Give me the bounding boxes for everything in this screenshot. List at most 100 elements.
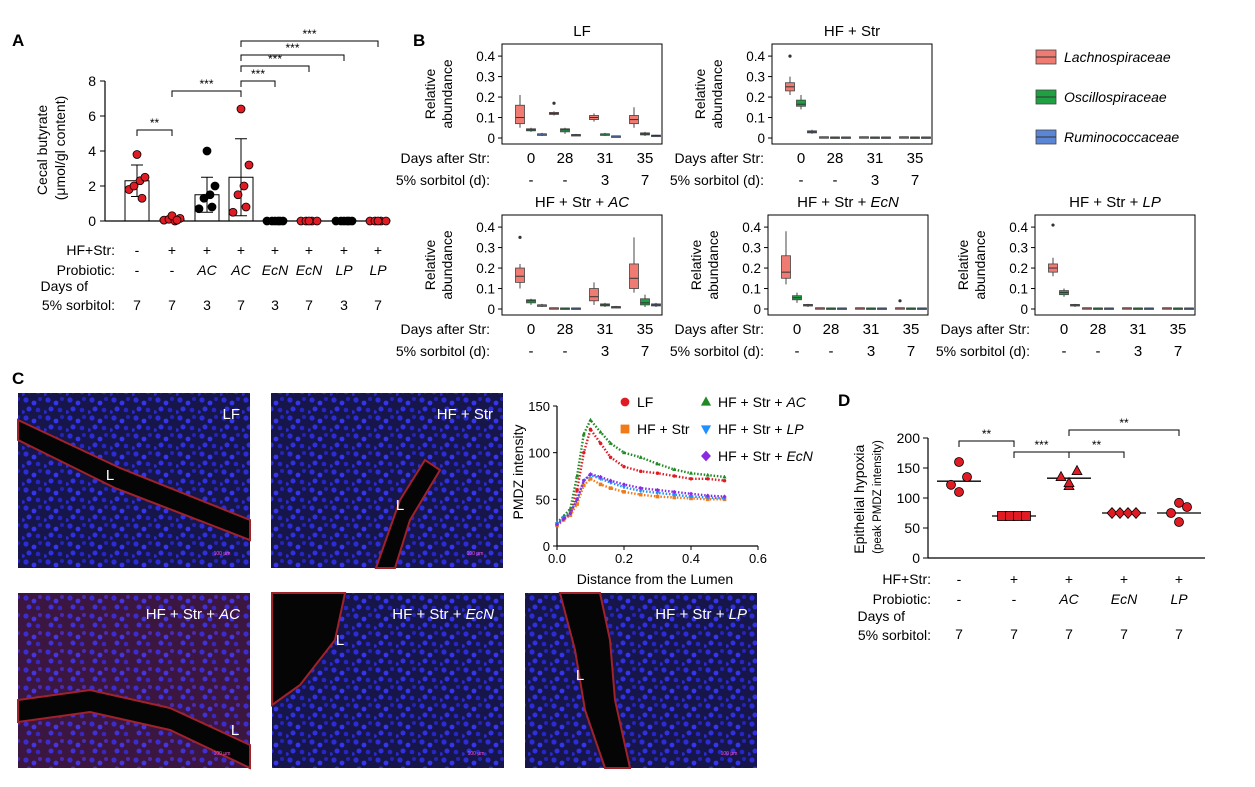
panel-a-data-point — [312, 216, 322, 226]
panel-b-subplot: LF 0 0.1 0.2 0.3 0.4 Relativeabundance Days aft… — [396, 23, 663, 189]
panel-a-significance-label: *** — [251, 67, 265, 81]
panel-a-hfstr-value: + — [168, 242, 176, 258]
panel-c-ylabel: PMDZ intensity — [510, 425, 526, 520]
panel-b-legend-label: Ruminococcaceae — [1064, 129, 1179, 145]
panel-a-days-value: 3 — [203, 297, 211, 313]
panel-b-row-label-sorbitol: 5% sorbitol (d): — [670, 172, 764, 188]
panel-c-legend-marker — [620, 424, 630, 434]
micrograph-tile: LF L 100 μm — [17, 393, 251, 568]
panel-b-day-value: 0 — [1060, 321, 1068, 338]
panel-c-data-point — [575, 497, 580, 502]
panel-b-row-label-days: Days after Str: — [941, 321, 1030, 337]
panel-a-days-value: 7 — [374, 297, 382, 313]
panel-a-data-point — [344, 216, 354, 226]
panel-a-data-point — [202, 146, 212, 156]
panel-b-sorbitol-value: - — [529, 343, 534, 360]
panel-a-significance-bracket — [171, 90, 242, 97]
panel-d-days-value: 7 — [1010, 626, 1018, 642]
panel-c-data-point — [598, 441, 603, 446]
panel-a-data-point — [244, 160, 254, 170]
panel-a-row-label-sorbitol: 5% sorbitol: — [42, 297, 115, 313]
panel-d-significance-label: ** — [982, 427, 992, 441]
panel-d-significance-label: *** — [1034, 438, 1048, 452]
panel-d-data-point — [1182, 502, 1192, 512]
panel-d-data-point — [946, 479, 956, 490]
panel-c-data-point — [655, 487, 660, 493]
panel-a-probiotic-value: AC — [230, 262, 251, 278]
panel-a-days-value: 7 — [305, 297, 313, 313]
micrograph-tile: HF + Str + LP L 100 μm — [525, 592, 757, 769]
panel-c-y-tick-label: 150 — [528, 399, 550, 414]
panel-b-y-tick-label: 0.2 — [746, 90, 765, 105]
panel-b-subplot-title: HF + Str — [824, 23, 880, 40]
panel-a-row-label-probiotic: Probiotic: — [57, 262, 115, 278]
panel-b-sorbitol-value: 7 — [641, 172, 649, 189]
panel-a-days-value: 7 — [133, 297, 141, 313]
panel-d-y-tick-label: 150 — [897, 460, 921, 476]
panel-b-row-label-sorbitol: 5% sorbitol (d): — [670, 343, 764, 359]
panel-a-probiotic-value: AC — [196, 262, 217, 278]
panel-c-data-point — [608, 478, 613, 483]
panel-c-series-line — [556, 473, 725, 525]
micrograph-label: HF + Str + AC — [146, 606, 240, 623]
panel-b-day-value: 35 — [1170, 321, 1187, 338]
panel-c-data-point — [655, 494, 660, 499]
panel-c-data-point — [672, 474, 677, 478]
panel-b-day-value: 28 — [823, 321, 840, 338]
panel-b-y-tick-label: 0.4 — [742, 220, 761, 235]
panel-c-data-point — [554, 522, 560, 527]
panel-c-series-line — [556, 477, 725, 527]
panel-a-days-value: 7 — [168, 297, 176, 313]
panel-c-data-point — [608, 440, 613, 445]
micrograph-lumen-letter: L — [336, 632, 344, 649]
panel-b-box — [629, 263, 639, 289]
panel-a-data-point — [207, 202, 217, 212]
panel-d-significance-label: ** — [1119, 416, 1129, 430]
panel-label-c: C — [12, 369, 24, 388]
panel-a-data-point — [132, 150, 142, 159]
panel-b-row-label-sorbitol: 5% sorbitol (d): — [936, 343, 1030, 359]
panel-d-probiotic-value: - — [957, 591, 962, 607]
panel-b-ylabel: Relativeabundance — [955, 230, 988, 300]
panel-d-data-point — [954, 487, 964, 497]
micrograph-scale-bar-label: 100 μm — [214, 551, 231, 557]
panel-d-probiotic-value: - — [1012, 591, 1017, 607]
panel-d-y-tick-label: 100 — [897, 490, 921, 506]
panel-b-outlier — [788, 54, 792, 58]
panel-c-series-line — [556, 426, 725, 527]
panel-c-data-point — [575, 473, 580, 478]
panel-b-legend-label: Lachnospiraceae — [1064, 49, 1171, 65]
panel-d-y-tick-label: 50 — [904, 520, 920, 536]
panel-d-row-label-days: Days of — [858, 608, 906, 624]
panel-a-hfstr-value: + — [340, 242, 348, 258]
panel-a-probiotic-value: LP — [335, 262, 353, 278]
panel-b-subplot: HF + Str + LP 0 0.1 0.2 0.3 0.4 Relativeabunda… — [936, 194, 1196, 360]
panel-c-data-point — [688, 491, 694, 496]
panel-c-data-point — [598, 482, 603, 487]
panel-a-y-tick-label: 2 — [88, 178, 96, 194]
panel-c-series-line — [556, 417, 725, 524]
panel-b-row-label-sorbitol: 5% sorbitol (d): — [396, 343, 490, 359]
panel-d-data-point — [1063, 476, 1075, 488]
panel-a-significance-bracket — [240, 54, 345, 61]
panel-b-ylabel: Relativeabundance — [422, 230, 455, 300]
panel-b-day-value: 28 — [557, 321, 574, 338]
panel-b-box — [515, 267, 525, 283]
panel-b-outlier — [1051, 223, 1055, 227]
panel-c-x-tick-label: 0.4 — [682, 551, 700, 566]
panel-b-row-label-days: Days after Str: — [675, 150, 764, 166]
micrograph-lumen — [17, 418, 251, 542]
panel-c-data-point — [621, 450, 627, 455]
micrograph-label: HF + Str — [437, 406, 493, 423]
panel-b-row-label-sorbitol: 5% sorbitol (d): — [396, 172, 490, 188]
panel-d-data-point — [1106, 507, 1118, 519]
panel-b-y-tick-label: 0.3 — [476, 241, 495, 256]
panel-a-bar-chart: Cecal butyrate (μmol/gl content) 0 2 4 6 8 *… — [34, 27, 391, 313]
micrograph-lumen-letter: L — [576, 667, 584, 684]
panel-label-d: D — [838, 391, 850, 410]
panel-c-data-point — [722, 474, 727, 479]
panel-b-row-label-days: Days after Str: — [675, 321, 764, 337]
panel-d-probiotic-value: EcN — [1111, 591, 1138, 607]
panel-a-hfstr-value: + — [203, 242, 211, 258]
panel-b-y-tick-label: 0.1 — [476, 282, 495, 297]
